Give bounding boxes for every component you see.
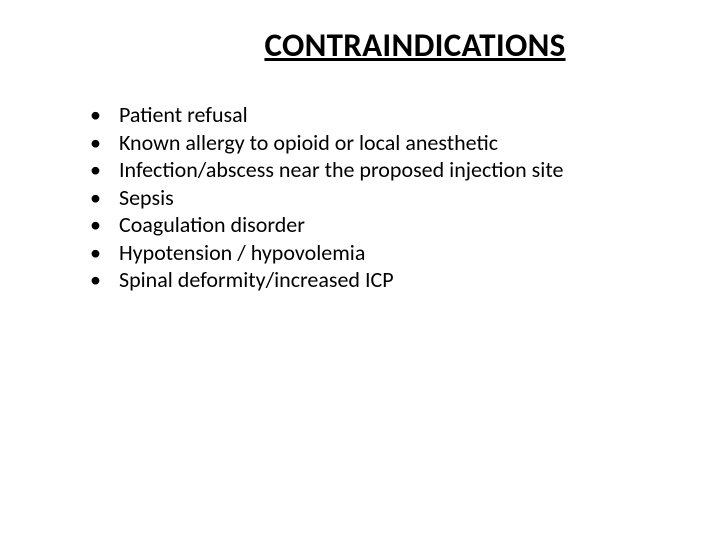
bullet-text: Hypotension / hypovolemia <box>119 239 365 267</box>
list-item: • Sepsis <box>90 184 680 212</box>
bullet-text: Sepsis <box>119 184 174 212</box>
bullet-text: Known allergy to opioid or local anesthe… <box>119 129 498 157</box>
bullet-icon: • <box>90 266 101 294</box>
bullet-text: Infection/abscess near the proposed inje… <box>119 156 563 184</box>
bullet-icon: • <box>90 211 101 239</box>
list-item: • Patient refusal <box>90 101 680 129</box>
bullet-icon: • <box>90 129 101 157</box>
slide-title: CONTRAINDICATIONS <box>150 25 680 65</box>
slide-container: CONTRAINDICATIONS • Patient refusal • Kn… <box>0 0 720 540</box>
bullet-icon: • <box>90 156 101 184</box>
list-item: • Known allergy to opioid or local anest… <box>90 129 680 157</box>
bullet-text: Spinal deformity/increased ICP <box>119 266 394 294</box>
bullet-text: Coagulation disorder <box>119 211 305 239</box>
bullet-text: Patient refusal <box>119 101 248 129</box>
list-item: • Hypotension / hypovolemia <box>90 239 680 267</box>
bullet-icon: • <box>90 184 101 212</box>
bullet-icon: • <box>90 101 101 129</box>
bullet-list: • Patient refusal • Known allergy to opi… <box>40 101 680 294</box>
list-item: • Coagulation disorder <box>90 211 680 239</box>
list-item: • Infection/abscess near the proposed in… <box>90 156 680 184</box>
bullet-icon: • <box>90 239 101 267</box>
list-item: • Spinal deformity/increased ICP <box>90 266 680 294</box>
